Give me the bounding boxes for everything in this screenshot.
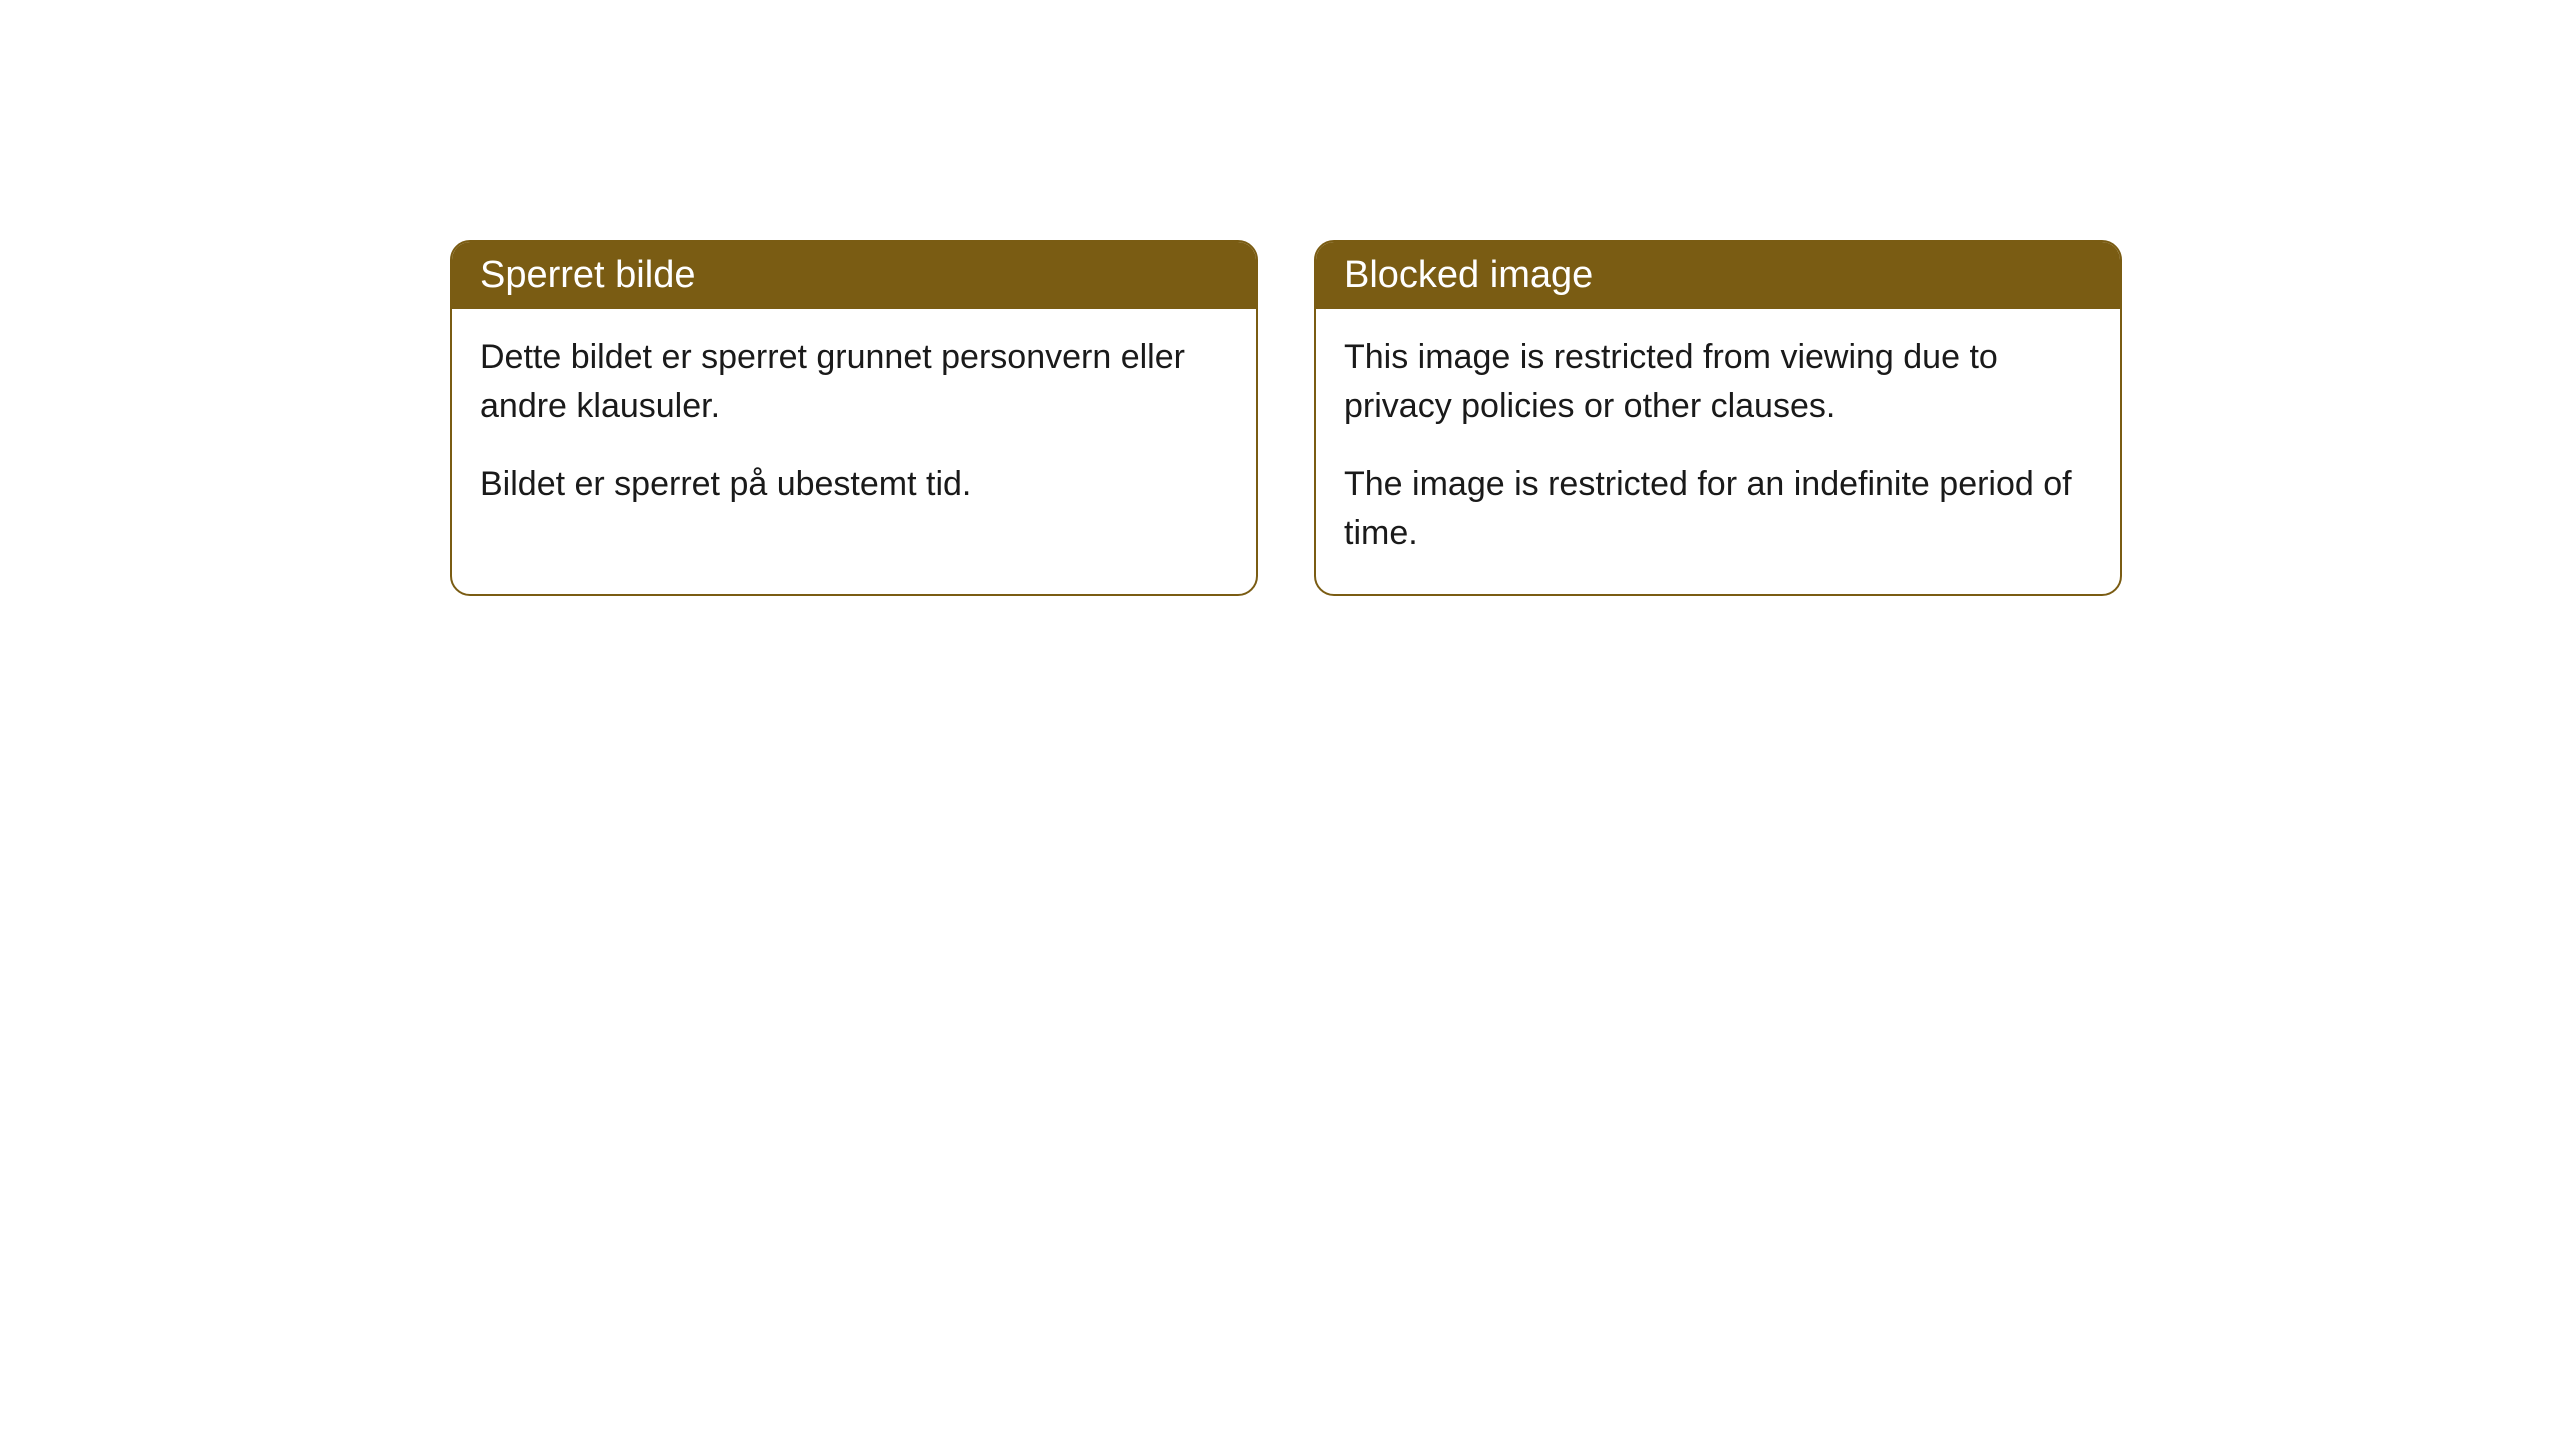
card-header-norwegian: Sperret bilde [452,242,1256,309]
card-title: Blocked image [1344,254,1593,296]
card-paragraph: Dette bildet er sperret grunnet personve… [480,333,1228,432]
card-title: Sperret bilde [480,254,695,296]
card-paragraph: The image is restricted for an indefinit… [1344,460,2092,559]
card-paragraph: Bildet er sperret på ubestemt tid. [480,460,1228,509]
blocked-image-card-english: Blocked image This image is restricted f… [1314,240,2122,596]
card-header-english: Blocked image [1316,242,2120,309]
blocked-image-card-norwegian: Sperret bilde Dette bildet er sperret gr… [450,240,1258,596]
card-paragraph: This image is restricted from viewing du… [1344,333,2092,432]
card-body-norwegian: Dette bildet er sperret grunnet personve… [452,309,1256,545]
card-body-english: This image is restricted from viewing du… [1316,309,2120,594]
notice-cards-container: Sperret bilde Dette bildet er sperret gr… [450,240,2122,596]
